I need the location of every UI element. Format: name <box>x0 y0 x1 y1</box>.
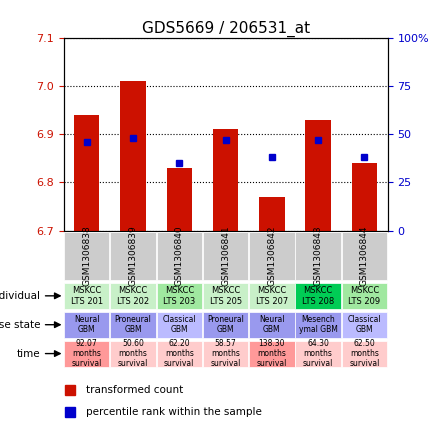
Text: 92.07
months
survival: 92.07 months survival <box>71 339 102 368</box>
Bar <box>64 232 110 280</box>
Bar <box>156 312 202 338</box>
Bar <box>156 341 202 367</box>
Text: GSM1306839: GSM1306839 <box>128 225 138 286</box>
Text: MSKCC
LTS 201: MSKCC LTS 201 <box>71 286 103 305</box>
Bar <box>296 312 341 338</box>
Text: percentile rank within the sample: percentile rank within the sample <box>86 407 262 417</box>
Bar <box>74 115 99 231</box>
Text: time: time <box>17 349 40 359</box>
Bar <box>110 341 155 367</box>
Bar <box>156 283 202 309</box>
Bar <box>352 163 377 231</box>
Bar <box>203 341 248 367</box>
Bar <box>249 312 295 338</box>
Bar <box>203 283 248 309</box>
Bar <box>156 232 202 280</box>
Bar <box>110 232 155 280</box>
Text: MSKCC
LTS 208: MSKCC LTS 208 <box>302 286 334 305</box>
Bar <box>249 283 295 309</box>
Bar <box>305 120 331 231</box>
Text: GSM1306842: GSM1306842 <box>267 226 276 286</box>
Text: GSM1306841: GSM1306841 <box>221 225 230 286</box>
Text: 62.20
months
survival: 62.20 months survival <box>164 339 194 368</box>
Bar <box>249 341 295 367</box>
Bar <box>249 232 295 280</box>
Bar <box>342 312 387 338</box>
Title: GDS5669 / 206531_at: GDS5669 / 206531_at <box>141 20 310 37</box>
Text: MSKCC
LTS 205: MSKCC LTS 205 <box>209 286 242 305</box>
Text: GSM1306844: GSM1306844 <box>360 226 369 286</box>
Text: 64.30
months
survival: 64.30 months survival <box>303 339 333 368</box>
Text: 138.30
months
survival: 138.30 months survival <box>257 339 287 368</box>
Text: Mesench
ymal GBM: Mesench ymal GBM <box>299 315 338 335</box>
Text: Proneural
GBM: Proneural GBM <box>207 315 244 335</box>
Text: Proneural
GBM: Proneural GBM <box>114 315 152 335</box>
Bar <box>110 312 155 338</box>
Bar <box>259 197 285 231</box>
Bar <box>203 232 248 280</box>
Text: Classical
GBM: Classical GBM <box>348 315 381 335</box>
Bar <box>64 312 110 338</box>
Bar <box>342 283 387 309</box>
Bar <box>110 283 155 309</box>
Text: Classical
GBM: Classical GBM <box>162 315 196 335</box>
Bar <box>213 129 238 231</box>
Bar <box>296 232 341 280</box>
Bar <box>342 341 387 367</box>
Text: MSKCC
LTS 209: MSKCC LTS 209 <box>348 286 381 305</box>
Bar <box>120 81 146 231</box>
Text: individual: individual <box>0 291 40 301</box>
Bar <box>64 341 110 367</box>
Bar <box>296 341 341 367</box>
Bar <box>64 283 110 309</box>
Text: GSM1306840: GSM1306840 <box>175 225 184 286</box>
Text: transformed count: transformed count <box>86 385 184 396</box>
Text: 58.57
months
survival: 58.57 months survival <box>210 339 241 368</box>
Text: MSKCC
LTS 207: MSKCC LTS 207 <box>256 286 288 305</box>
Bar <box>166 168 192 231</box>
Text: disease state: disease state <box>0 320 40 330</box>
Text: Neural
GBM: Neural GBM <box>259 315 285 335</box>
Text: MSKCC
LTS 202: MSKCC LTS 202 <box>117 286 149 305</box>
Text: Neural
GBM: Neural GBM <box>74 315 99 335</box>
Text: 50.60
months
survival: 50.60 months survival <box>118 339 148 368</box>
Text: GSM1306838: GSM1306838 <box>82 225 91 286</box>
Bar <box>203 312 248 338</box>
Bar <box>296 283 341 309</box>
Text: MSKCC
LTS 203: MSKCC LTS 203 <box>163 286 195 305</box>
Bar <box>342 232 387 280</box>
Text: GSM1306843: GSM1306843 <box>314 225 323 286</box>
Text: 62.50
months
survival: 62.50 months survival <box>349 339 380 368</box>
